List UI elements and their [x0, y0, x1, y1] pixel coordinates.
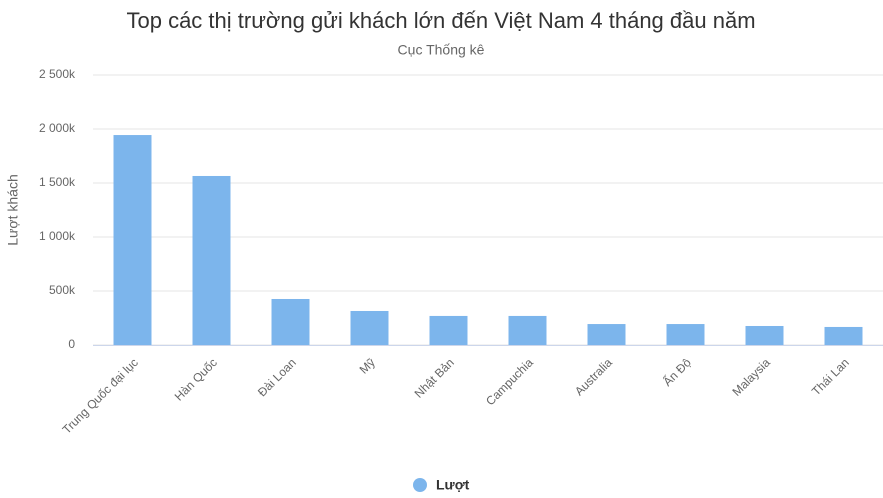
bar: [587, 324, 626, 345]
bar: [429, 315, 468, 345]
x-tick-label: Mỹ: [357, 355, 378, 376]
x-tick-label: Trung Quốc đại lục: [60, 355, 141, 436]
bar: [192, 175, 231, 345]
bar: [350, 310, 389, 345]
y-tick-label: 0: [68, 337, 75, 351]
y-tick-label: 500k: [49, 283, 76, 297]
x-tick-label: Australia: [572, 355, 615, 398]
x-tick-label: Hàn Quốc: [172, 355, 220, 403]
x-tick-label: Ấn Độ: [660, 355, 694, 389]
bar: [745, 325, 784, 345]
y-tick-label: 1 000k: [39, 229, 76, 243]
y-tick-label: 2 500k: [39, 67, 76, 81]
legend-marker: [413, 478, 427, 492]
legend-label[interactable]: Lượt: [436, 477, 470, 493]
bar: [666, 324, 705, 345]
y-axis-title: Lượt khách: [5, 174, 21, 245]
chart-title: Top các thị trường gửi khách lớn đến Việ…: [126, 8, 755, 33]
x-tick-label: Thái Lan: [809, 355, 852, 398]
y-tick-label: 2 000k: [39, 121, 76, 135]
x-tick-label: Campuchia: [483, 355, 536, 408]
x-tick-label: Malaysia: [729, 355, 773, 399]
bar: [824, 326, 863, 345]
x-tick-label: Đài Loan: [255, 355, 299, 399]
bar: [113, 135, 152, 345]
x-tick-label: Nhật Bản: [412, 355, 457, 400]
bar: [508, 315, 547, 345]
chart-subtitle: Cục Thống kê: [398, 42, 485, 58]
y-tick-label: 1 500k: [39, 175, 76, 189]
bar: [271, 298, 310, 345]
